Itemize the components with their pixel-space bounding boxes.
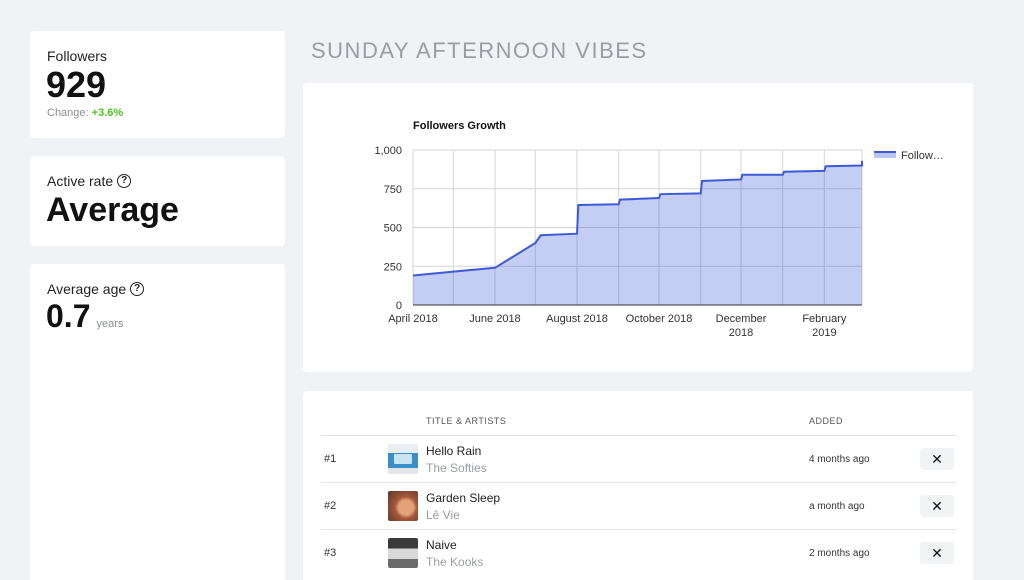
track-row[interactable]: #3 Naive The Kooks 2 months ago ✕ — [321, 529, 956, 576]
y-tick-label: 500 — [384, 223, 402, 235]
average-age-value: 0.7 — [46, 298, 91, 334]
legend-label: Follow… — [901, 150, 944, 162]
track-added: 4 months ago — [809, 454, 870, 465]
legend-swatch — [874, 152, 896, 158]
average-age-label-row: Average age ? — [47, 281, 145, 297]
remove-track-button[interactable]: ✕ — [920, 495, 954, 517]
track-artist[interactable]: Lê Vie — [426, 508, 460, 522]
track-rank: #1 — [324, 453, 337, 465]
title-artists-header: TITLE & ARTISTS — [426, 416, 507, 426]
track-row[interactable]: #1 Hello Rain The Softies 4 months ago ✕ — [321, 435, 956, 482]
followers-change-label: Change: — [47, 107, 89, 119]
album-art — [388, 444, 418, 474]
close-icon: ✕ — [931, 545, 943, 561]
x-tick-label: August 2018 — [546, 313, 608, 325]
track-rank: #2 — [324, 500, 337, 512]
help-icon[interactable]: ? — [117, 174, 132, 188]
y-tick-label: 250 — [384, 261, 402, 273]
track-title[interactable]: Hello Rain — [426, 444, 482, 458]
album-art — [388, 491, 418, 521]
playlist-title: SUNDAY AFTERNOON VIBES — [311, 38, 648, 63]
active-rate-value: Average — [46, 191, 179, 229]
x-tick-label: June 2018 — [469, 313, 520, 325]
album-art — [388, 538, 418, 568]
average-age-card: Average age ? 0.7 years — [30, 264, 285, 580]
remove-track-button[interactable]: ✕ — [920, 448, 954, 470]
x-tick-label: April 2018 — [388, 313, 438, 325]
remove-track-button[interactable]: ✕ — [920, 542, 954, 564]
close-icon: ✕ — [931, 451, 943, 467]
followers-card: Followers 929 Change: +3.6% — [30, 31, 285, 138]
track-added: 2 months ago — [809, 548, 870, 559]
followers-growth-chart: Followers Growth 0 250 500 750 1,000 April 201… — [374, 120, 944, 339]
y-tick-label: 750 — [384, 184, 402, 196]
y-tick-label: 1,000 — [374, 145, 402, 157]
track-rank: #3 — [324, 547, 337, 559]
track-title[interactable]: Naive — [426, 538, 457, 552]
series-area — [413, 160, 862, 305]
track-artist[interactable]: The Kooks — [426, 555, 484, 569]
track-added: a month ago — [809, 501, 865, 512]
x-tick-label: October 2018 — [626, 313, 693, 325]
track-title[interactable]: Garden Sleep — [426, 491, 501, 505]
average-age-value-row: 0.7 years — [46, 298, 123, 335]
average-age-unit: years — [96, 318, 124, 330]
track-list-card: TITLE & ARTISTS ADDED #1 Hello Rain The … — [303, 391, 973, 580]
x-tick-label: December 2018 — [716, 313, 767, 339]
followers-change: Change: +3.6% — [47, 107, 123, 119]
y-tick-label: 0 — [396, 300, 402, 312]
followers-change-value: +3.6% — [91, 107, 124, 119]
series-line — [412, 160, 863, 277]
track-row[interactable]: #2 Garden Sleep Lê Vie a month ago ✕ — [321, 482, 956, 529]
close-icon: ✕ — [931, 498, 943, 514]
chart-title: Followers Growth — [413, 120, 506, 132]
followers-label: Followers — [47, 48, 107, 64]
track-artist[interactable]: The Softies — [426, 461, 487, 475]
added-header: ADDED — [809, 416, 844, 426]
followers-chart-card: Followers Growth 0 250 500 750 1,000 April 201… — [303, 83, 973, 372]
active-rate-label-row: Active rate ? — [47, 173, 132, 189]
active-rate-label: Active rate — [47, 173, 114, 189]
average-age-label: Average age — [47, 281, 127, 297]
x-tick-label: February 2019 — [802, 313, 847, 339]
active-rate-card: Active rate ? Average — [30, 156, 285, 246]
followers-count: 929 — [46, 64, 107, 105]
help-icon[interactable]: ? — [130, 282, 145, 296]
